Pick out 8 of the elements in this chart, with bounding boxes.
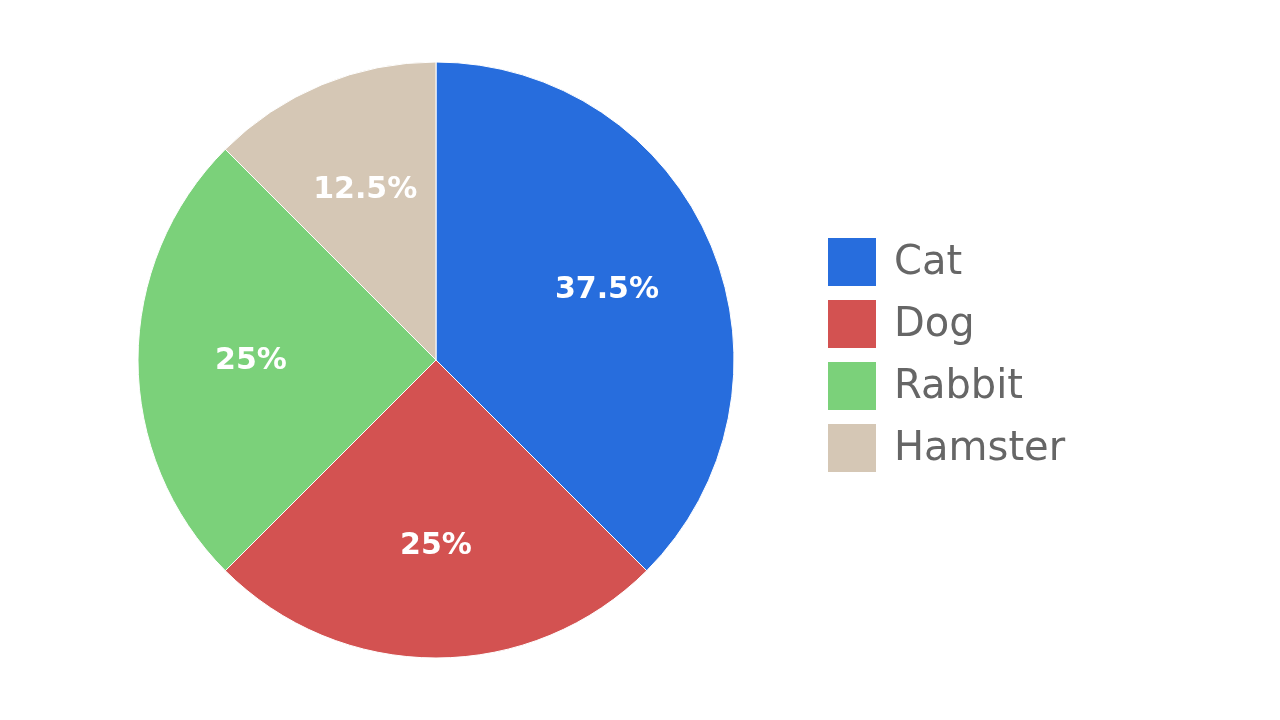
legend-label: Hamster (894, 423, 1066, 469)
data-label: 37.5% (554, 270, 659, 306)
legend-label: Dog (894, 299, 975, 345)
legend-label: Rabbit (894, 361, 1024, 407)
data-label: 25% (400, 526, 472, 561)
data-label: 12.5% (313, 170, 418, 206)
data-label: 25% (215, 341, 287, 376)
legend-label: Cat (894, 237, 963, 283)
